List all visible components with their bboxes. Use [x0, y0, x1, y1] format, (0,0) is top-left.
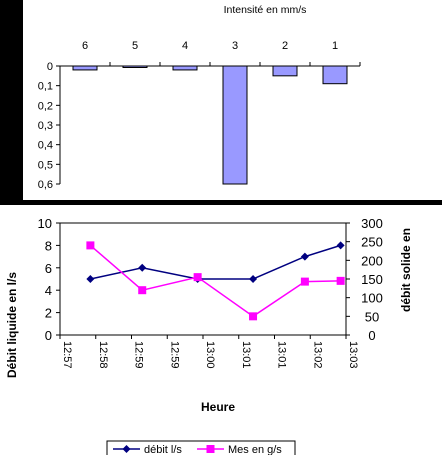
- top-category-label: 1: [332, 40, 338, 52]
- left-y-tick-label: 10: [38, 216, 52, 231]
- series-line-mes: [89, 244, 341, 318]
- intensity-bar: [272, 65, 298, 77]
- mes-point: [86, 241, 95, 250]
- right-axis-label: débit solide en: [399, 228, 413, 312]
- x-tick-label: 13:01: [240, 341, 252, 369]
- top-y-tick-label: 0,1: [38, 81, 53, 93]
- x-tick-label: 13:01: [276, 341, 288, 369]
- top-y-tick-label: 0,3: [38, 120, 53, 132]
- top-y-tick-label: 0: [47, 61, 53, 73]
- top-category-label: 6: [82, 40, 88, 52]
- x-tick-label: 13:00: [204, 341, 216, 369]
- legend-box: [106, 440, 296, 455]
- mes-point: [138, 286, 147, 295]
- right-y-tick-label: 100: [361, 291, 383, 306]
- intensity-bar: [122, 65, 148, 68]
- series-line-debit: [90, 244, 341, 280]
- debit-point: [300, 252, 309, 261]
- mes-point: [336, 276, 345, 285]
- right-y-tick-label: 200: [361, 253, 383, 268]
- top-y-tick-label: 0,6: [38, 179, 53, 191]
- chart-area-bottom: [0, 205, 442, 455]
- right-y-tick-label: 300: [361, 216, 383, 231]
- left-y-tick-label: 0: [45, 328, 52, 343]
- debit-point: [86, 275, 95, 283]
- x-tick-label: 13:02: [311, 341, 323, 369]
- legend: débit l/s Mes en g/s: [106, 440, 296, 455]
- intensity-bar: [222, 65, 248, 185]
- right-y-tick-label: 50: [365, 309, 379, 324]
- intensity-bar-chart: Intensité en mm/s 0 0,1 0,2 0,3 0,4 0,5 0,6 6 5 4…: [0, 0, 442, 200]
- left-y-tick-label: 4: [45, 283, 52, 298]
- legend-label-debit: débit l/s: [144, 444, 182, 455]
- left-axis-label: Débit liquide en l/s: [5, 272, 19, 378]
- x-tick-label: 12:59: [133, 341, 145, 369]
- top-category-label: 3: [232, 40, 238, 52]
- top-category-label: 2: [282, 40, 288, 52]
- mes-point: [249, 312, 258, 321]
- right-y-tick-label: 150: [361, 272, 383, 287]
- top-y-tick-label: 0,5: [38, 159, 53, 171]
- legend-marker-square: [206, 445, 215, 453]
- top-chart-title: Intensité en mm/s: [224, 4, 307, 16]
- left-y-tick-label: 8: [45, 238, 52, 253]
- intensity-bar: [172, 65, 198, 71]
- right-y-tick-label: 0: [368, 328, 375, 343]
- legend-marker-diamond: [122, 445, 131, 453]
- x-tick-label: 12:59: [168, 341, 180, 369]
- top-category-label: 5: [132, 40, 138, 52]
- left-y-tick-label: 2: [45, 306, 52, 321]
- debit-point: [336, 241, 345, 250]
- top-y-tick-label: 0,2: [38, 100, 53, 112]
- mes-point: [193, 273, 202, 282]
- right-y-tick-label: 250: [361, 235, 383, 250]
- top-y-tick-label: 0,4: [38, 140, 53, 152]
- debit-point: [249, 275, 258, 283]
- x-tick-label: 12:58: [97, 341, 109, 369]
- x-tick-label: 12:57: [61, 341, 73, 369]
- mes-point: [300, 277, 309, 286]
- legend-label-mes: Mes en g/s: [228, 444, 282, 455]
- top-category-label: 4: [182, 40, 188, 52]
- debit-point: [138, 263, 147, 272]
- left-y-tick-label: 6: [45, 261, 52, 276]
- x-axis-label: Heure: [201, 400, 235, 414]
- intensity-bar: [72, 65, 98, 71]
- x-tick-label: 13:03: [347, 341, 359, 369]
- intensity-bar: [322, 65, 348, 85]
- flow-line-chart: Débit liquide en l/s débit solide en Heu…: [0, 205, 442, 455]
